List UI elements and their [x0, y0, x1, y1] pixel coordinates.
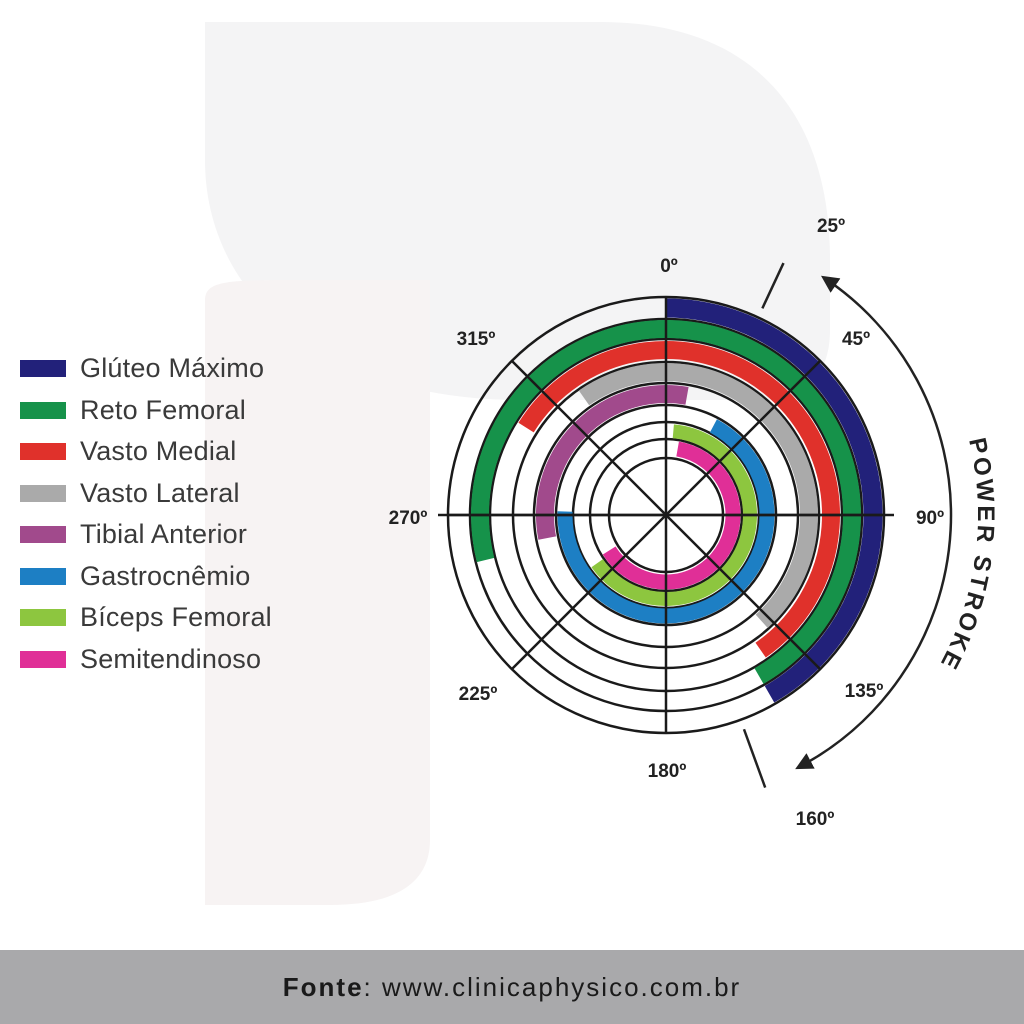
legend-label: Bíceps Femoral	[80, 602, 272, 633]
legend-item: Vasto Medial	[20, 431, 272, 473]
legend-label: Reto Femoral	[80, 394, 246, 425]
source-footer: Fonte: www.clinicaphysico.com.br	[0, 950, 1024, 1024]
legend-item: Glúteo Máximo	[20, 348, 272, 390]
legend-label: Vasto Medial	[80, 436, 237, 467]
stroke-end-label: 160º	[796, 809, 835, 830]
angle-labels: 0º 45º 90º 135º 180º 225º 270º 315º	[389, 256, 944, 782]
polar-activation-chart: 0º 45º 90º 135º 180º 225º 270º 315º 25º 160º POWE…	[205, 22, 999, 905]
legend-swatch	[20, 443, 66, 461]
legend-item: Gastrocnêmio	[20, 556, 272, 598]
legend-item: Semitendinoso	[20, 639, 272, 681]
power-stroke-text: POWER STROKE	[934, 435, 999, 675]
legend-label: Vasto Lateral	[80, 477, 240, 508]
legend-swatch	[20, 609, 66, 627]
legend-swatch	[20, 650, 66, 668]
angle-label: 135º	[845, 681, 884, 702]
angle-label: 0º	[660, 256, 678, 277]
legend-swatch	[20, 360, 66, 378]
angle-label: 45º	[842, 329, 870, 350]
legend-swatch	[20, 567, 66, 585]
activation-arc	[470, 320, 861, 684]
footer-source-url: www.clinicaphysico.com.br	[382, 971, 742, 1002]
power-stroke-arrow	[795, 275, 953, 770]
activation-arc	[557, 419, 775, 624]
footer-source-label: Fonte	[282, 971, 364, 1002]
muscle-legend: Glúteo Máximo Reto Femoral Vasto Medial Vas…	[20, 348, 272, 680]
legend-label: Glúteo Máximo	[80, 353, 265, 384]
legend-label: Tibial Anterior	[80, 519, 248, 550]
legend-swatch	[20, 484, 66, 502]
angle-label: 315º	[457, 329, 496, 350]
legend-item: Reto Femoral	[20, 390, 272, 432]
stroke-start-label: 25º	[817, 216, 845, 237]
legend-item: Vasto Lateral	[20, 473, 272, 515]
legend-swatch	[20, 526, 66, 544]
legend-item: Bíceps Femoral	[20, 597, 272, 639]
angle-label: 90º	[916, 508, 944, 529]
stroke-end-tick	[742, 728, 767, 788]
legend-label: Semitendinoso	[80, 643, 262, 674]
legend-label: Gastrocnêmio	[80, 560, 251, 591]
angle-spokes	[438, 297, 894, 733]
angle-label: 180º	[648, 761, 687, 782]
cycling-muscle-activation-diagram: 0º 45º 90º 135º 180º 225º 270º 315º 25º 160º POWE…	[205, 22, 999, 905]
activation-arc	[591, 424, 757, 606]
angle-label: 225º	[459, 684, 498, 705]
legend-swatch	[20, 401, 66, 419]
angle-label: 270º	[389, 508, 428, 529]
stroke-start-tick	[761, 262, 785, 309]
legend-item: Tibial Anterior	[20, 514, 272, 556]
